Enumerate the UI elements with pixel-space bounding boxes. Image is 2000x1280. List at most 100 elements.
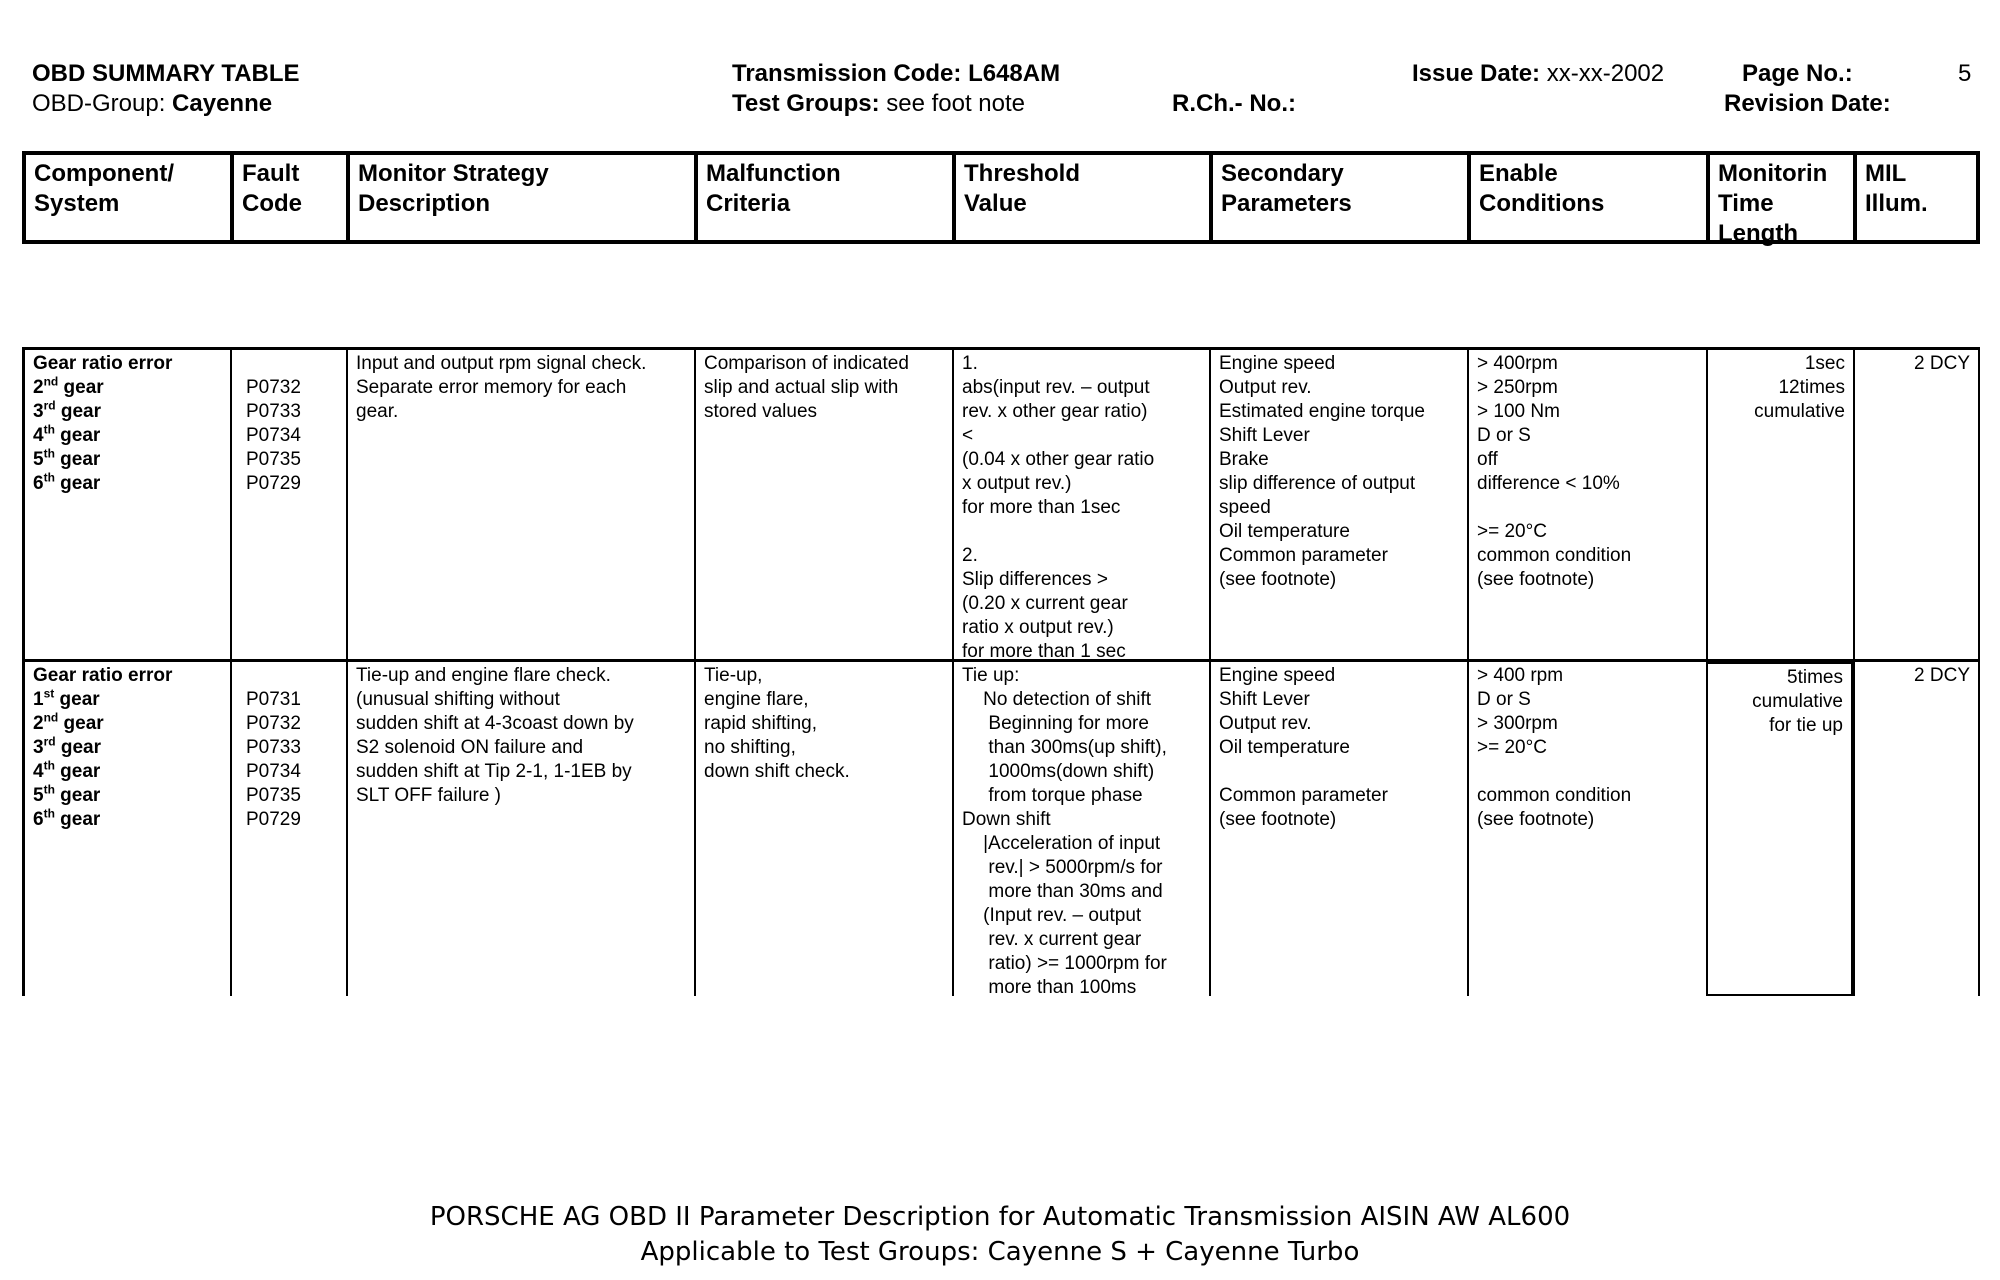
- transmission-code-label: Transmission Code:: [732, 60, 962, 87]
- obd-group: OBD-Group: Cayenne: [32, 90, 272, 118]
- test-groups-label: Test Groups:: [732, 90, 880, 117]
- time-cell: 5times cumulative for tie up: [1706, 662, 1853, 996]
- mil-cell: 2 DCY: [1853, 350, 1980, 660]
- col-header-text: Monitorin Time Length: [1718, 160, 1828, 247]
- component-cell: Gear ratio error 2nd gear 3rd gear 4th gear…: [22, 350, 230, 660]
- page-no-label: Page No.:: [1742, 60, 1853, 87]
- gear-number: 5: [33, 449, 44, 470]
- monitor-cell: Input and output rpm signal check. Separ…: [346, 350, 694, 660]
- col-header-enable: Enable Conditions: [1467, 151, 1708, 244]
- monitor-cell: Tie-up and engine flare check. (unusual …: [346, 662, 694, 996]
- secondary-cell: Engine speed Output rev. Estimated engin…: [1209, 350, 1467, 660]
- component-title: Gear ratio error: [33, 665, 173, 686]
- gear-word: gear: [54, 425, 101, 446]
- gear-ordinal-suffix: nd: [43, 374, 59, 389]
- threshold-cell: 1. abs(input rev. – output rev. x other …: [952, 350, 1209, 662]
- issue-date-label: Issue Date:: [1412, 60, 1541, 87]
- gear-ordinal-suffix: th: [43, 470, 55, 485]
- col-header-monitor: Monitor Strategy Description: [346, 151, 696, 244]
- gear-ordinal-suffix: th: [43, 446, 55, 461]
- gear-ordinal-suffix: th: [43, 806, 55, 821]
- gear-label: 5th gear: [33, 448, 222, 472]
- malfunction-cell: Comparison of indicated slip and actual …: [694, 350, 952, 660]
- gear-label: 1st gear: [33, 688, 222, 712]
- gear-word: gear: [54, 473, 101, 494]
- gear-label: 4th gear: [33, 760, 222, 784]
- gear-number: 6: [33, 473, 44, 494]
- gear-label: 6th gear: [33, 472, 222, 496]
- issue-date: Issue Date: xx-xx-2002: [1412, 60, 1664, 88]
- fault-code-cell: P0731 P0732 P0733 P0734 P0735 P0729: [230, 662, 346, 996]
- gear-number: 2: [33, 377, 44, 398]
- col-header-component: Component/ System: [22, 151, 232, 244]
- gear-word: gear: [54, 689, 100, 710]
- gear-list: 2nd gear 3rd gear 4th gear 5th gear 6th gear: [33, 376, 222, 496]
- gear-word: gear: [58, 713, 104, 734]
- gear-word: gear: [54, 761, 101, 782]
- gear-label: 2nd gear: [33, 712, 222, 736]
- table-row: Gear ratio error 1st gear 2nd gear 3rd gear…: [22, 662, 1980, 998]
- issue-date-value: xx-xx-2002: [1546, 60, 1665, 87]
- gear-number: 5: [33, 785, 44, 806]
- gear-number: 3: [33, 737, 44, 758]
- component-title: Gear ratio error: [33, 353, 173, 374]
- gear-word: gear: [54, 809, 101, 830]
- gear-number: 6: [33, 809, 44, 830]
- gear-label: 3rd gear: [33, 736, 222, 760]
- col-header-fault-code: Fault Code: [230, 151, 348, 244]
- col-header-malfunction: Malfunction Criteria: [694, 151, 954, 244]
- gear-word: gear: [55, 401, 101, 422]
- enable-cell: > 400 rpm D or S > 300rpm >= 20°C common…: [1467, 662, 1706, 996]
- rch-no-label: R.Ch.- No.:: [1172, 90, 1296, 117]
- col-header-text: Secondary Parameters: [1221, 160, 1352, 217]
- time-cell: 1sec 12times cumulative: [1706, 350, 1853, 660]
- footer-line-2: Applicable to Test Groups: Cayenne S + C…: [640, 1237, 1360, 1267]
- gear-label: 5th gear: [33, 784, 222, 808]
- gear-number: 4: [33, 425, 44, 446]
- gear-ordinal-suffix: th: [43, 422, 55, 437]
- transmission-code-value: L648AM: [968, 60, 1061, 87]
- gear-word: gear: [55, 737, 101, 758]
- gear-ordinal-suffix: th: [43, 758, 55, 773]
- threshold-cell: Tie up: No detection of shift Beginning …: [952, 662, 1209, 998]
- page-no-value: 5: [1958, 60, 1972, 87]
- table-row: Gear ratio error 2nd gear 3rd gear 4th gear…: [22, 350, 1980, 662]
- obd-group-value: Cayenne: [172, 90, 273, 117]
- gear-ordinal-suffix: rd: [43, 734, 56, 749]
- test-groups-value: see foot note: [886, 90, 1026, 117]
- gear-ordinal-suffix: th: [43, 782, 55, 797]
- gear-list: 1st gear 2nd gear 3rd gear 4th gear 5th gear…: [33, 688, 222, 832]
- gear-label: 2nd gear: [33, 376, 222, 400]
- test-groups: Test Groups: see foot note: [732, 90, 1025, 118]
- malfunction-cell: Tie-up, engine flare, rapid shifting, no…: [694, 662, 952, 996]
- footer-line-1: PORSCHE AG OBD II Parameter Description …: [429, 1202, 1571, 1232]
- gear-number: 2: [33, 713, 44, 734]
- gear-number: 1: [33, 689, 44, 710]
- mil-cell: 2 DCY: [1853, 662, 1980, 996]
- divider: [22, 347, 1980, 350]
- divider: [22, 659, 1980, 662]
- col-header-text: Malfunction Criteria: [706, 160, 841, 217]
- doc-title: OBD SUMMARY TABLE: [32, 60, 300, 87]
- gear-ordinal-suffix: nd: [43, 710, 59, 725]
- gear-label: 3rd gear: [33, 400, 222, 424]
- gear-word: gear: [54, 785, 101, 806]
- col-header-text: MIL Illum.: [1865, 160, 1928, 217]
- col-header-text: Component/ System: [34, 160, 174, 217]
- gear-word: gear: [58, 377, 104, 398]
- transmission-code: Transmission Code: L648AM: [732, 60, 1060, 88]
- col-header-text: Enable Conditions: [1479, 160, 1605, 217]
- col-header-secondary: Secondary Parameters: [1209, 151, 1469, 244]
- secondary-cell: Engine speed Shift Lever Output rev. Oil…: [1209, 662, 1467, 996]
- revision-date-label: Revision Date:: [1724, 90, 1891, 117]
- col-header-text: Monitor Strategy Description: [358, 160, 549, 217]
- enable-cell: > 400rpm > 250rpm > 100 Nm D or S off di…: [1467, 350, 1706, 660]
- col-header-text: Threshold Value: [964, 160, 1081, 217]
- fault-code-cell: P0732 P0733 P0734 P0735 P0729: [230, 350, 346, 660]
- gear-label: 4th gear: [33, 424, 222, 448]
- col-header-mil: MIL Illum.: [1853, 151, 1980, 244]
- col-header-threshold: Threshold Value: [952, 151, 1211, 244]
- gear-ordinal-suffix: rd: [43, 398, 56, 413]
- obd-group-label: OBD-Group:: [32, 90, 166, 117]
